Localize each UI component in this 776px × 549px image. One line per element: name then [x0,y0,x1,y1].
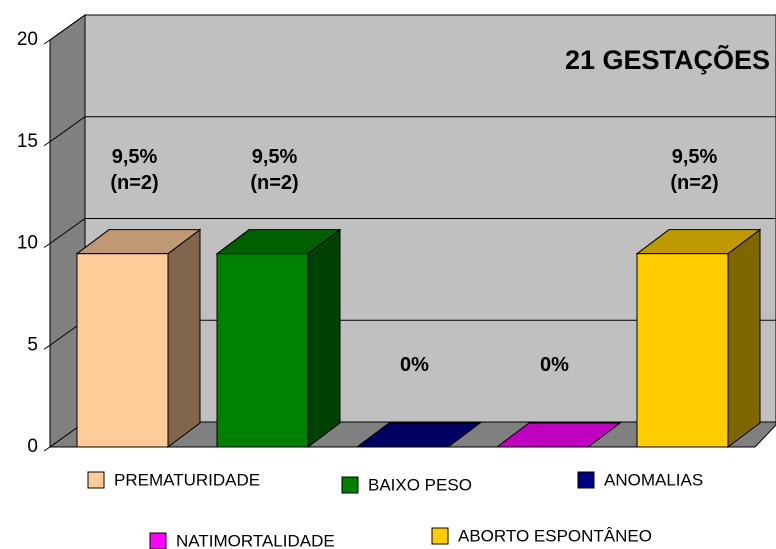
legend-swatch [577,471,595,489]
y-tick-label: 0 [27,436,38,457]
bar-side [727,228,761,448]
legend-swatch [431,527,449,545]
bar-side [307,228,341,448]
grid-line [49,218,86,244]
tick-mark [43,446,51,452]
y-tick-label: 5 [27,334,38,355]
legend-label: ANOMALIAS [604,470,703,489]
value-label: 0% [400,354,429,376]
grid-line [49,116,86,143]
legend-swatch [149,532,167,549]
value-label: 9,5% (n=2) [670,145,719,194]
y-tick-label: 15 [17,131,38,152]
legend-label: PREMATURIDADE [114,470,260,489]
bar-side [167,228,201,448]
bar-top [355,422,482,448]
tick-mark [43,141,51,147]
bar [76,253,169,448]
legend-label: NATIMORTALIDADE [176,531,335,549]
legend-label: ABORTO ESPONTÂNEO [458,526,652,545]
bar [216,253,309,448]
chart-title: 21 GESTAÇÕES [565,44,770,75]
bar-top [495,422,622,448]
y-tick-label: 10 [17,233,38,254]
legend-swatch [341,476,359,494]
legend-label: BAIXO PESO [368,475,472,494]
tick-mark [43,344,51,350]
grid-line [49,14,86,41]
tick-mark [43,243,51,248]
y-tick-label: 20 [17,29,38,50]
legend-swatch [87,471,105,489]
tick-mark [43,39,51,45]
value-label: 0% [540,354,569,376]
value-label: 9,5% (n=2) [110,145,159,194]
value-label: 9,5% (n=2) [250,145,299,194]
bar [636,253,729,448]
